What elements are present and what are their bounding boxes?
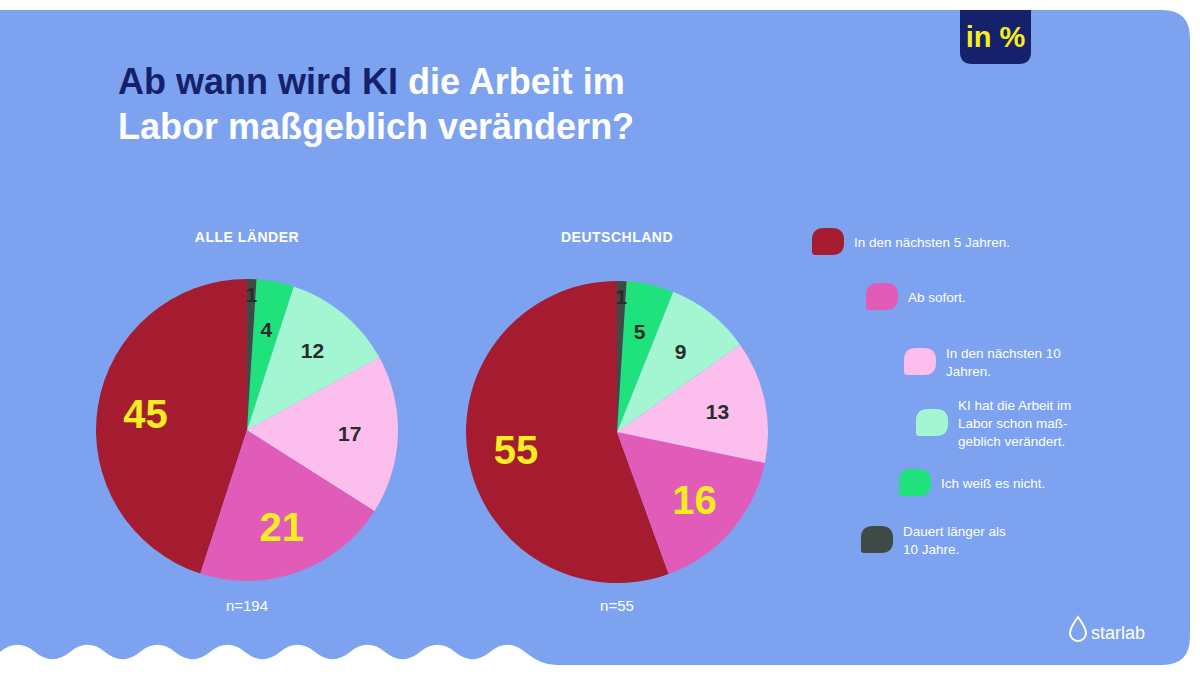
title: Ab wann wird KI die Arbeit imLabor maßge… bbox=[118, 61, 634, 147]
pie-title: ALLE LÄNDER bbox=[195, 229, 299, 245]
data-label: 16 bbox=[672, 478, 717, 522]
legend-swatch bbox=[904, 348, 936, 375]
legend-label: Ich weiß es nicht. bbox=[941, 476, 1045, 491]
legend-swatch bbox=[899, 469, 931, 496]
logo-icon bbox=[1070, 617, 1086, 641]
data-label: 1 bbox=[245, 283, 257, 306]
legend-swatch bbox=[812, 228, 844, 255]
legend-label: Dauert länger als10 Jahre. bbox=[903, 524, 1006, 557]
legend-label: In den nächsten 10Jahren. bbox=[946, 346, 1061, 379]
sample-size: n=55 bbox=[600, 597, 634, 614]
legend-swatch bbox=[861, 526, 893, 553]
data-label: 17 bbox=[338, 422, 361, 445]
pie-chart: In den nächsten 5 Jahren.Ab sofort.In de… bbox=[96, 279, 398, 581]
legend-label: Ab sofort. bbox=[908, 290, 966, 305]
background-panel bbox=[0, 10, 1190, 665]
pie-title: DEUTSCHLAND bbox=[561, 229, 673, 245]
data-label: 4 bbox=[260, 318, 272, 341]
data-label: 45 bbox=[123, 392, 168, 436]
logo: starlab bbox=[1070, 617, 1145, 643]
data-label: 21 bbox=[260, 505, 305, 549]
legend-swatch bbox=[866, 283, 898, 310]
logo-text: starlab bbox=[1091, 623, 1145, 643]
data-label: 12 bbox=[301, 339, 324, 362]
legend-swatch bbox=[916, 409, 948, 436]
chart-root: in % Ab wann wird KI die Arbeit imLabor m… bbox=[0, 0, 1200, 675]
sample-size: n=194 bbox=[226, 597, 268, 614]
legend-label: KI hat die Arbeit imLabor schon maß-gebl… bbox=[958, 398, 1071, 449]
data-label: 13 bbox=[706, 400, 729, 423]
unit-label: in % bbox=[966, 21, 1026, 53]
data-label: 5 bbox=[634, 320, 646, 343]
data-label: 1 bbox=[615, 285, 627, 308]
unit-badge: in % bbox=[960, 10, 1031, 64]
legend: In den nächsten 5 Jahren. Ab sofort. In de… bbox=[812, 228, 1071, 557]
data-label: 55 bbox=[494, 428, 539, 472]
pie-chart: In den nächsten 5 Jahren.Ab sofort.In de… bbox=[466, 281, 768, 583]
unit-badge-box bbox=[960, 10, 1031, 64]
legend-label: In den nächsten 5 Jahren. bbox=[854, 235, 1010, 250]
data-label: 9 bbox=[675, 340, 687, 363]
